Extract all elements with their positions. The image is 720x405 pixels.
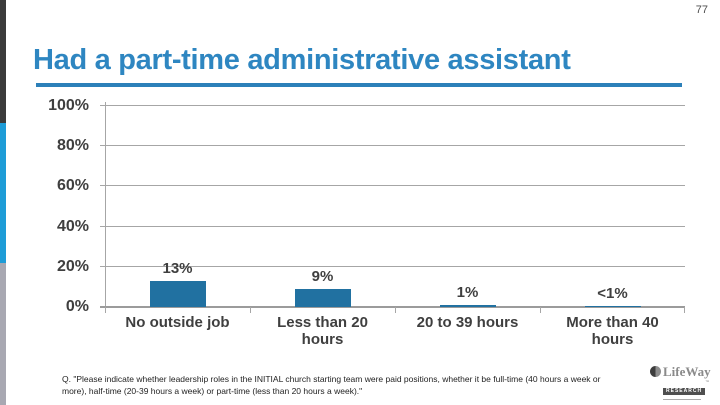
left-edge-stripe [0,0,6,405]
gridline [100,105,685,106]
x-axis-tick [395,307,396,313]
bar-value-label: 1% [456,284,479,301]
lifeway-research-logo: LifeWay RESEARCH ™ [650,365,718,400]
x-axis-tick [105,307,106,313]
category-label: More than 40 hours [566,314,659,349]
bar [439,305,496,307]
y-axis-tick-label: 60% [56,177,89,195]
gridline [100,265,685,267]
y-axis-tick-label: 100% [48,97,89,114]
y-axis-tick-label: 40% [56,217,89,235]
title-underline [36,83,682,87]
chart-column: <1% [540,106,685,313]
chart-column: 9% [250,106,395,313]
bar-value-label: 9% [311,268,334,285]
x-axis-tick [250,307,251,313]
category-label: 20 to 39 hours [416,314,519,331]
bar-value-label: 13% [162,260,193,277]
plot-area: 13% 9% 1% <1% [100,102,685,313]
trademark-symbol: ™ [705,379,710,384]
logo-tagline-rule [663,399,701,400]
bar [584,306,641,307]
globe-icon [650,366,661,377]
slide-title: Had a part-time administrative assistant [33,44,571,76]
x-axis-tick [540,307,541,313]
y-axis-tick-label: 20% [56,257,89,275]
chart-column: 13% [105,106,250,313]
category-label: No outside job [125,314,230,331]
bar-value-label: <1% [597,285,628,302]
chart-column: 1% [395,106,540,313]
gridline [100,185,685,187]
category-label: Less than 20 hours [277,314,368,349]
gridline [100,145,685,147]
y-axis-line [105,102,106,313]
y-axis-labels: 0% 20% 40% 60% 80% 100% [38,98,97,315]
x-axis-baseline [100,306,685,308]
logo-brand-text: LifeWay [663,364,711,379]
x-axis-tick [684,307,685,313]
logo-division-text: RESEARCH [663,388,706,395]
stripe-segment-dark [0,0,6,123]
y-axis-tick-label: 80% [56,137,89,155]
y-axis-tick-label: 0% [65,298,89,315]
bar [149,281,206,307]
gridline [100,225,685,227]
survey-question-footnote: Q. "Please indicate whether leadership r… [62,374,601,397]
bar [294,289,351,307]
stripe-segment-gray [0,263,6,405]
page-number: 77 [695,4,708,16]
stripe-segment-cyan [0,123,6,263]
